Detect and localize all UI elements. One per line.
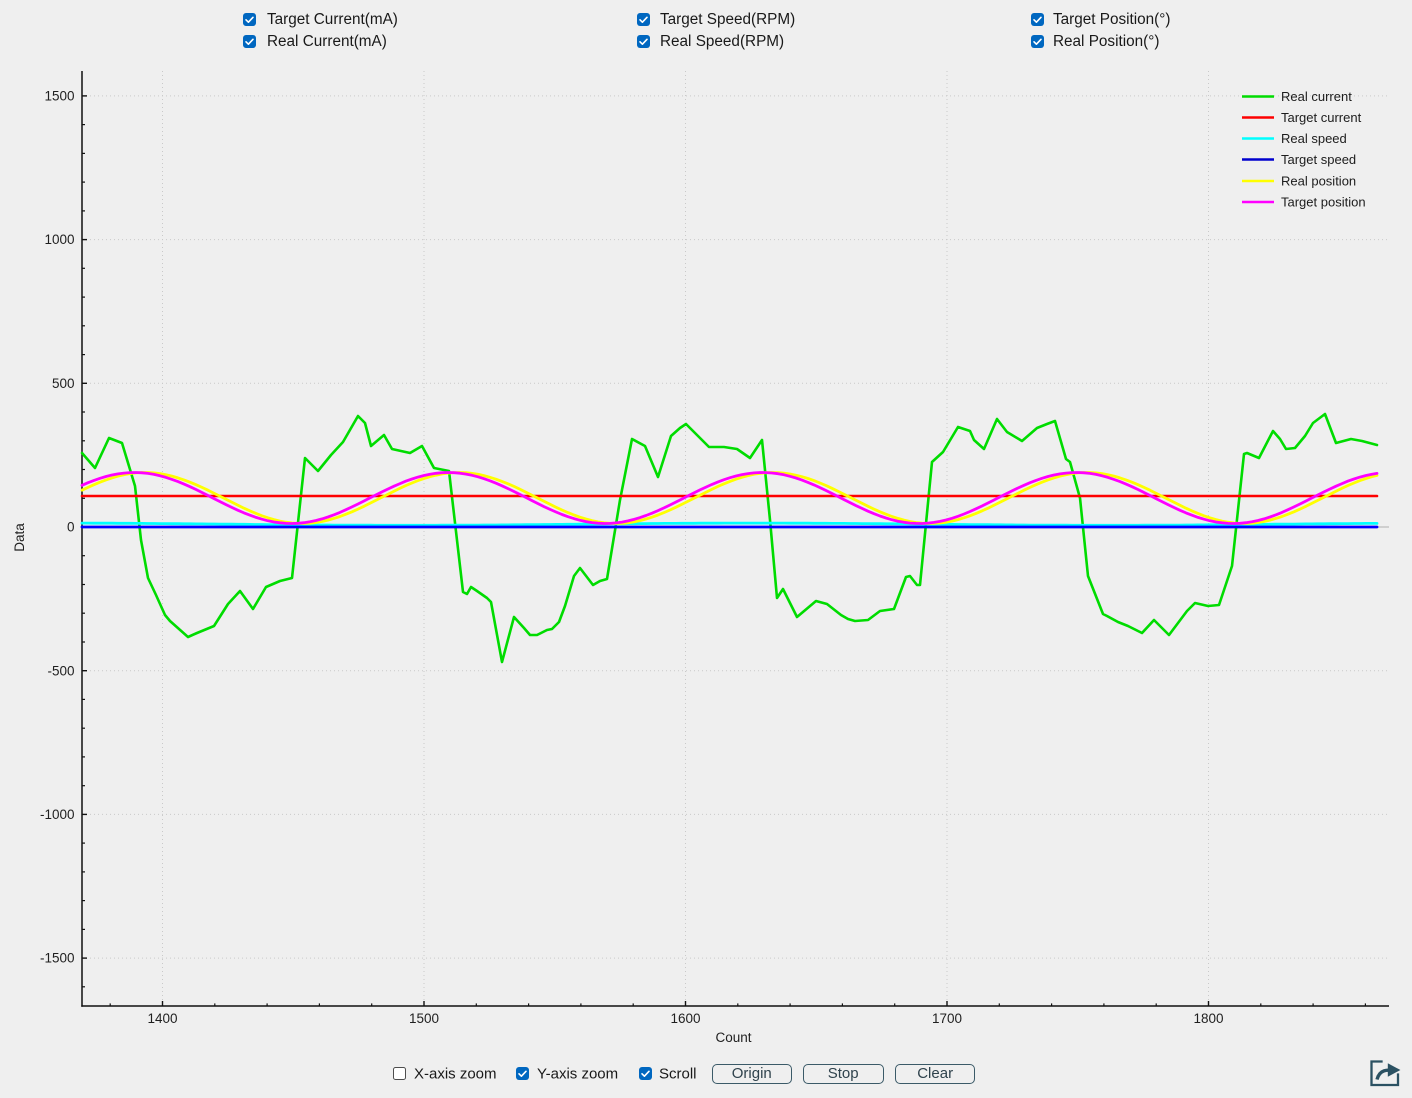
svg-text:Real current: Real current	[1281, 89, 1352, 104]
svg-text:1500: 1500	[409, 1011, 439, 1026]
svg-text:-1500: -1500	[40, 951, 75, 966]
svg-text:-500: -500	[47, 663, 74, 678]
svg-text:1500: 1500	[44, 89, 74, 104]
svg-text:Data: Data	[12, 523, 27, 552]
svg-text:-1000: -1000	[40, 807, 75, 822]
svg-text:0: 0	[67, 520, 75, 535]
svg-text:Real position: Real position	[1281, 174, 1356, 189]
svg-text:Real speed: Real speed	[1281, 131, 1347, 146]
svg-text:Count: Count	[715, 1030, 751, 1045]
svg-text:1000: 1000	[44, 232, 74, 247]
svg-text:1400: 1400	[147, 1011, 177, 1026]
svg-text:1600: 1600	[670, 1011, 700, 1026]
svg-text:500: 500	[52, 376, 75, 391]
svg-text:Target current: Target current	[1281, 110, 1362, 125]
svg-text:Target position: Target position	[1281, 195, 1366, 210]
svg-text:1700: 1700	[932, 1011, 962, 1026]
svg-text:Target speed: Target speed	[1281, 152, 1356, 167]
svg-text:1800: 1800	[1193, 1011, 1223, 1026]
